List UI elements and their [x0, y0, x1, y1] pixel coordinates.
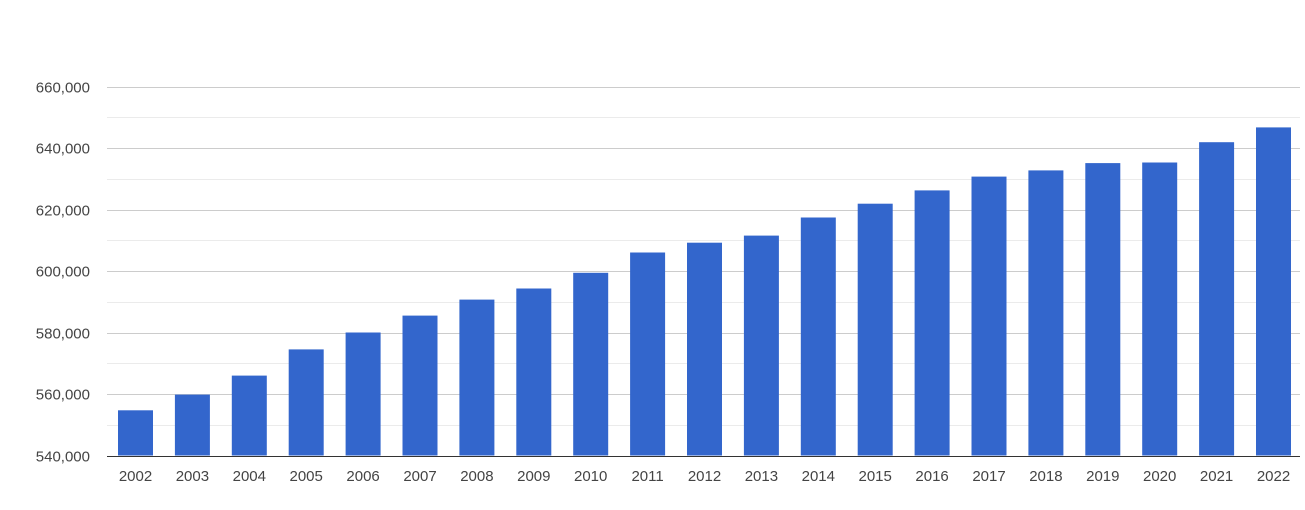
- bar-2011[interactable]: [630, 252, 666, 456]
- x-tick-label: 2017: [972, 468, 1005, 485]
- bar-2021[interactable]: [1199, 142, 1235, 456]
- y-tick-label: 600,000: [36, 264, 90, 281]
- x-tick-label: 2007: [403, 468, 436, 485]
- x-tick-label: 2010: [574, 468, 607, 485]
- bar-2006[interactable]: [345, 332, 381, 456]
- bar-2018[interactable]: [1028, 170, 1064, 456]
- x-tick-label: 2003: [176, 468, 209, 485]
- x-tick-label: 2005: [290, 468, 323, 485]
- bar-2008[interactable]: [459, 299, 495, 456]
- x-axis-tick-labels: 2002 2003 2004 2005 2006 2007 2008 2009 2010 2011…: [119, 468, 1290, 485]
- x-tick-label: 2008: [460, 468, 493, 485]
- bars: [107, 127, 1300, 457]
- bar-2017[interactable]: [971, 176, 1007, 456]
- y-tick-label: 540,000: [36, 449, 90, 466]
- y-tick-label: 660,000: [36, 80, 90, 97]
- x-tick-label: 2021: [1200, 468, 1233, 485]
- bar-2005[interactable]: [288, 349, 324, 456]
- y-tick-label: 640,000: [36, 141, 90, 158]
- x-tick-label: 2015: [859, 468, 892, 485]
- bar-2020[interactable]: [1142, 162, 1178, 456]
- y-tick-label: 560,000: [36, 387, 90, 404]
- x-tick-label: 2019: [1086, 468, 1119, 485]
- x-tick-label: 2014: [802, 468, 835, 485]
- bar-2009[interactable]: [516, 288, 552, 456]
- y-tick-label: 580,000: [36, 326, 90, 343]
- x-tick-label: 2022: [1257, 468, 1290, 485]
- bar-2015[interactable]: [857, 203, 893, 456]
- bar-2003[interactable]: [174, 394, 210, 456]
- x-tick-label: 2013: [745, 468, 778, 485]
- x-tick-label: 2016: [915, 468, 948, 485]
- bar-2004[interactable]: [231, 375, 267, 456]
- y-axis-tick-labels: 540,000 560,000 580,000 600,000 620,000 640,0…: [36, 80, 90, 466]
- x-tick-label: 2011: [631, 468, 663, 485]
- bar-2016[interactable]: [914, 190, 950, 456]
- bar-2010[interactable]: [573, 272, 609, 456]
- x-tick-label: 2006: [346, 468, 379, 485]
- x-tick-label: 2004: [233, 468, 266, 485]
- x-tick-label: 2012: [688, 468, 721, 485]
- x-tick-label: 2018: [1029, 468, 1062, 485]
- bar-2012[interactable]: [687, 242, 722, 456]
- bar-2013[interactable]: [743, 235, 779, 456]
- x-tick-label: 2020: [1143, 468, 1176, 485]
- bar-2007[interactable]: [402, 315, 438, 456]
- bar-2014[interactable]: [800, 217, 836, 456]
- x-tick-label: 2009: [517, 468, 550, 485]
- bar-2019[interactable]: [1085, 163, 1121, 456]
- y-tick-label: 620,000: [36, 203, 90, 220]
- x-tick-label: 2002: [119, 468, 152, 485]
- bar-2002[interactable]: [118, 410, 153, 456]
- bar-2022[interactable]: [1256, 127, 1291, 456]
